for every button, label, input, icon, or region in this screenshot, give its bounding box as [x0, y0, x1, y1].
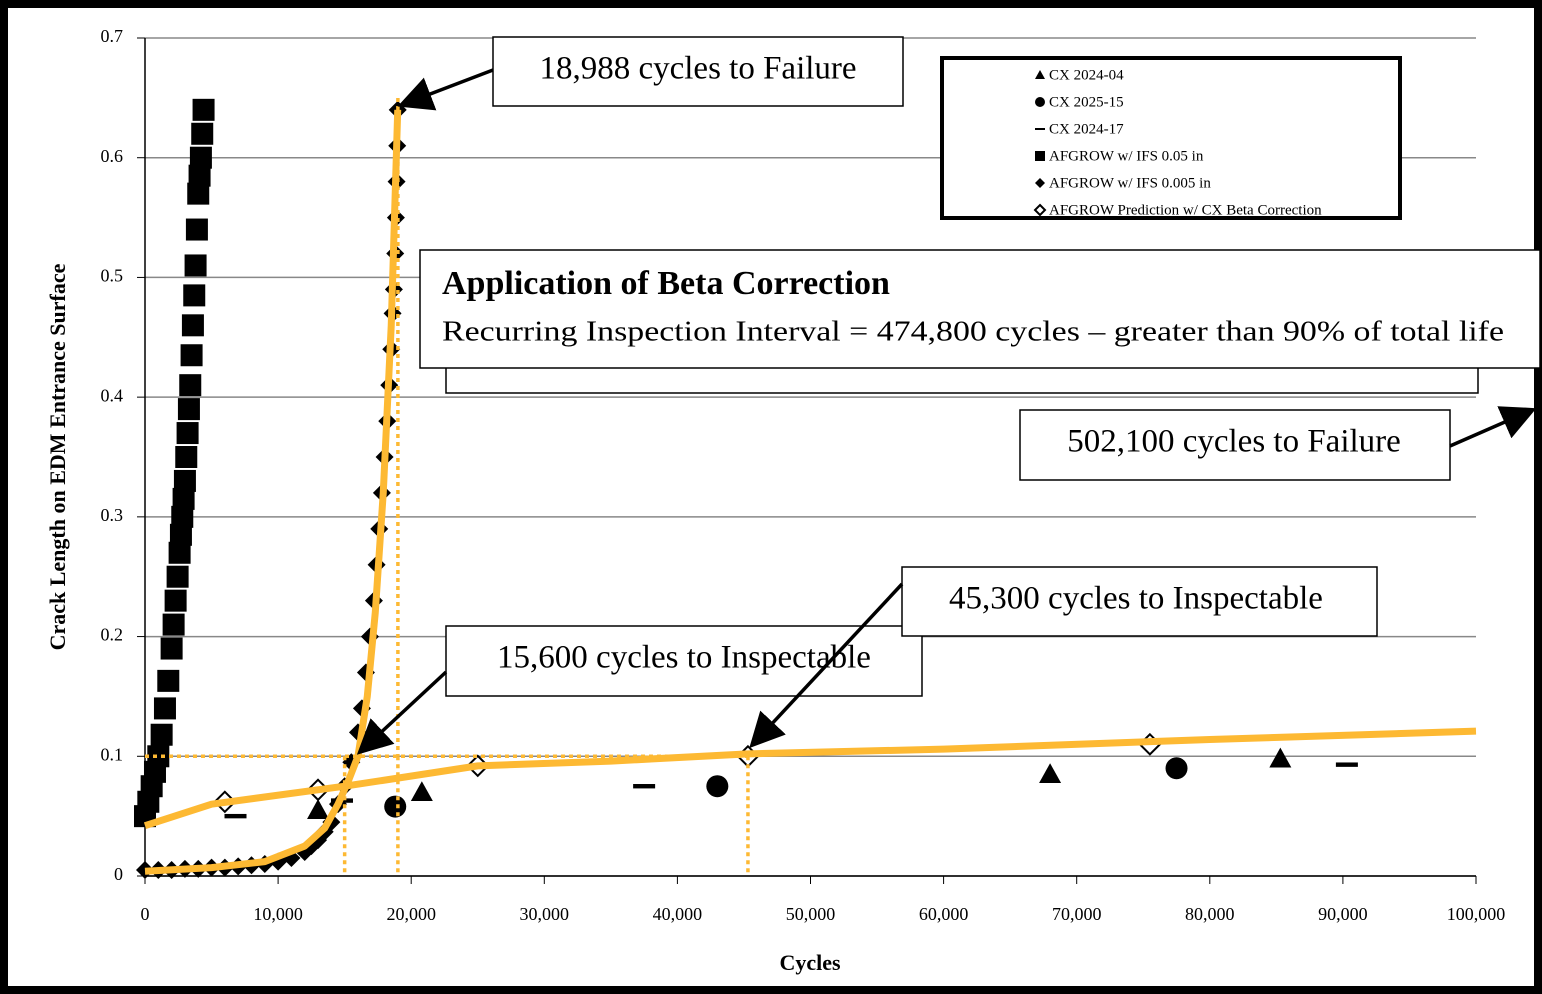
marker [175, 446, 198, 468]
legend-marker [1035, 178, 1045, 188]
marker [1335, 762, 1358, 767]
legend-label: AFGROW w/ IFS 0.005 in [1049, 175, 1211, 191]
marker [153, 697, 176, 720]
marker [183, 284, 206, 307]
marker [191, 122, 214, 145]
legend-marker [1035, 151, 1045, 161]
arrow [397, 68, 494, 111]
marker [189, 146, 212, 169]
marker [179, 374, 202, 397]
marker [1039, 763, 1062, 784]
marker [162, 613, 185, 636]
marker [157, 669, 180, 692]
fit-line [144, 109, 402, 875]
annotation: 15,600 cycles to Inspectable [497, 640, 871, 676]
marker [180, 344, 203, 367]
marker [1269, 747, 1292, 768]
legend-label: AFGROW Prediction w/ CX Beta Correction [1049, 202, 1322, 218]
y-tick-label: 0.4 [101, 385, 124, 405]
marker [384, 795, 407, 818]
marker [160, 637, 183, 660]
marker [150, 723, 173, 746]
annotation: 45,300 cycles to Inspectable [949, 581, 1323, 617]
marker [172, 487, 195, 510]
annotation: 18,988 cycles to Failure [539, 51, 856, 87]
marker [164, 589, 187, 612]
y-tick-label: 0.1 [101, 744, 124, 764]
annotation-box [492, 36, 904, 107]
annotations: Application of Beta Correction Recurring… [356, 36, 1541, 755]
legend-marker [1035, 128, 1045, 130]
y-tick-label: 0 [114, 864, 123, 884]
marker [188, 164, 211, 187]
annotation: 502,100 cycles to Failure [1067, 424, 1401, 460]
marker [192, 98, 215, 121]
legend-label: CX 2025-15 [1049, 94, 1124, 110]
legend-label: AFGROW w/ IFS 0.05 in [1049, 148, 1204, 164]
fit-line [143, 727, 1477, 830]
legend-label: CX 2024-17 [1049, 121, 1124, 137]
marker [177, 398, 200, 421]
marker [184, 254, 207, 277]
x-axis-label: Cycles [779, 950, 841, 975]
arrow [1449, 406, 1537, 448]
y-axis-label: Crack Length on EDM Entrance Surface [45, 263, 70, 650]
x-tick-label: 0 [141, 904, 150, 924]
y-tick-label: 0.7 [101, 26, 124, 46]
legend-marker [1035, 70, 1045, 79]
legend-marker [1035, 97, 1045, 107]
x-tick-label: 90,000 [1318, 904, 1368, 924]
callout-box [419, 249, 1541, 369]
legend-marker [1033, 203, 1047, 217]
callout-title: Application of Beta Correction [442, 265, 890, 302]
marker [147, 745, 170, 768]
callout-text: Recurring Inspection Interval = 474,800 … [442, 316, 1504, 348]
y-tick-label: 0.2 [101, 625, 124, 645]
x-tick-label: 100,000 [1447, 904, 1506, 924]
x-tick-label: 60,000 [919, 904, 969, 924]
x-tick-label: 10,000 [253, 904, 303, 924]
marker [1165, 757, 1188, 780]
marker [633, 784, 656, 789]
x-tick-label: 20,000 [386, 904, 436, 924]
y-tick-label: 0.3 [101, 505, 124, 525]
marker [176, 422, 199, 445]
y-tick-label: 0.5 [101, 266, 124, 286]
marker [166, 565, 189, 588]
marker [307, 799, 330, 819]
marker [168, 541, 191, 564]
marker [169, 523, 192, 546]
x-tick-label: 50,000 [786, 904, 836, 924]
x-tick-label: 40,000 [653, 904, 703, 924]
annotation-box [445, 625, 923, 697]
marker [187, 182, 210, 205]
marker [410, 781, 433, 801]
legend-label: CX 2024-04 [1049, 67, 1124, 83]
x-tick-label: 70,000 [1052, 904, 1102, 924]
marker [171, 505, 194, 528]
annotation-box [1019, 409, 1451, 481]
x-tick-label: 30,000 [520, 904, 570, 924]
marker [181, 314, 204, 337]
marker [185, 218, 208, 241]
arrow [749, 582, 904, 749]
legend-box [940, 56, 1402, 220]
annotation-box [901, 566, 1378, 637]
marker [173, 469, 196, 492]
arrow [356, 670, 448, 755]
y-tick-label: 0.6 [101, 146, 124, 166]
marker [224, 813, 247, 819]
x-tick-label: 80,000 [1185, 904, 1235, 924]
marker [706, 775, 729, 798]
